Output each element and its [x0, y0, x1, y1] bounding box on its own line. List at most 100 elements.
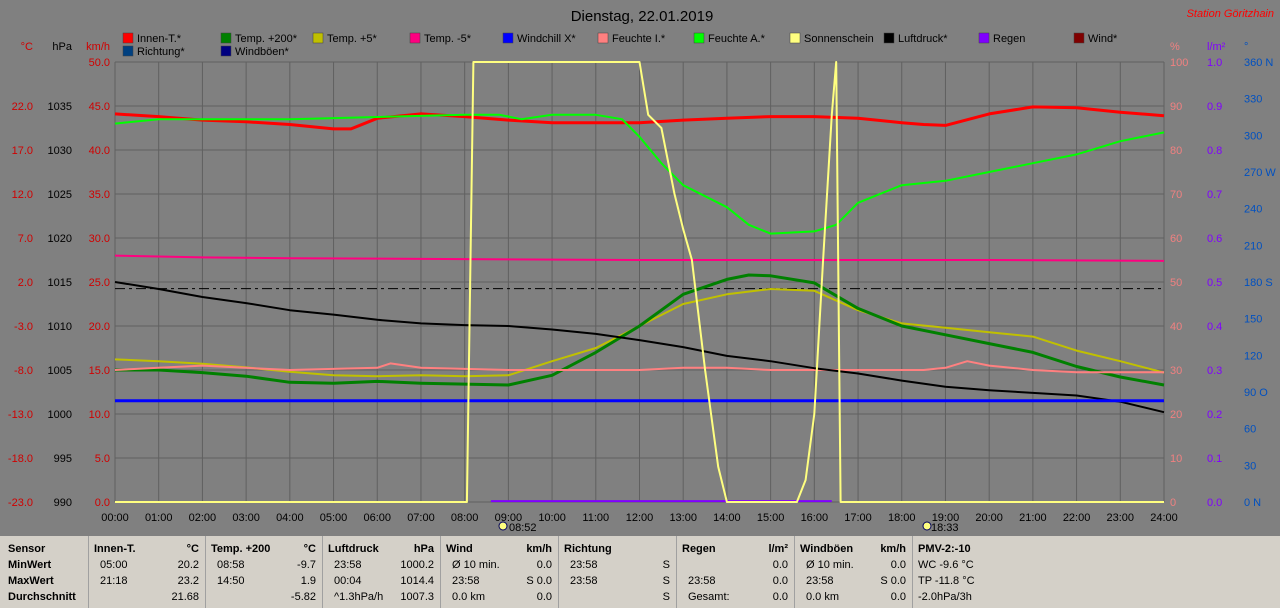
axis-tick-hpa: 1030 [48, 145, 72, 157]
axis-tick-dir: 0 N [1244, 497, 1261, 509]
series-line-sonne [115, 61, 1164, 503]
x-tick-label: 16:00 [801, 512, 829, 524]
legend-item: Luftdruck* [883, 32, 948, 45]
axis-tick-hpa: 990 [54, 497, 72, 509]
legend-item: Wind* [1073, 32, 1118, 45]
stats-cell-label: 21:18 [100, 575, 128, 587]
legend-label: Temp. +5* [327, 33, 378, 45]
stats-cell-label: TP -11.8 °C [918, 575, 975, 587]
stats-cell-value: 23.2 [177, 575, 199, 587]
axis-tick-rain: 0.1 [1207, 453, 1222, 465]
x-tick-label: 07:00 [407, 512, 435, 524]
series-line-innen [114, 105, 1165, 131]
axis-tick-temp: 2.0 [18, 277, 33, 289]
stats-cell-value: 20.2 [177, 559, 199, 571]
x-tick-label: 11:00 [582, 512, 609, 524]
axis-tick-kmh: 0.0 [95, 497, 110, 509]
axis-tick-temp: -13.0 [8, 409, 33, 421]
stats-block-title: Windböen [800, 543, 854, 555]
axis-tick-kmh: 40.0 [89, 145, 110, 157]
x-tick-label: 09:00 [495, 512, 523, 524]
stats-cell-value: 21.68 [171, 591, 199, 603]
stats-cell-value: 0.0 [890, 559, 906, 571]
legend-item: Feuchte A.* [693, 32, 766, 45]
axis-tick-percent: 50 [1170, 277, 1182, 289]
legend-item: Feuchte I.* [597, 32, 666, 45]
legend-item: Temp. -5* [409, 32, 472, 45]
legend-label: Feuchte I.* [612, 33, 666, 45]
series-line-feuchte_a [114, 113, 1165, 235]
axis-tick-rain: 0.8 [1207, 145, 1222, 157]
legend-item: Temp. +200* [220, 32, 298, 45]
legend-label: Windchill X* [517, 33, 576, 45]
axis-tick-hpa: 1010 [48, 321, 72, 333]
stats-cell-label: ^1.3hPa/h [334, 591, 384, 603]
axis-tick-dir: 150 [1244, 314, 1262, 326]
stats-cell-label: Ø 10 min. [452, 559, 500, 571]
axis-tick-kmh: 15.0 [89, 365, 110, 377]
stats-cell-value: -5.82 [290, 591, 316, 603]
stats-block-richtung: Richtung 23:58 S 23:58 S S [558, 536, 677, 608]
series-line-temp200 [115, 273, 1165, 387]
stats-block-title: Temp. +200 [211, 543, 271, 555]
axis-tick-dir: 90 O [1244, 387, 1268, 399]
series-line-luftdruck [114, 281, 1165, 414]
axis-tick-dir: 240 [1244, 204, 1262, 216]
axis-title-percent: % [1170, 41, 1180, 53]
series-line-temp_m5 [114, 254, 1165, 262]
axis-tick-dir: 120 [1244, 350, 1262, 362]
legend-swatch [502, 32, 514, 44]
axis-tick-temp: -8.0 [14, 365, 33, 377]
stats-block-title: Richtung [564, 543, 612, 555]
legend-swatch [883, 32, 895, 44]
stats-cell-value: S 0.0 [880, 575, 906, 587]
axis-title-rain: l/m² [1207, 41, 1226, 53]
axis-title-dir: ° [1244, 41, 1248, 53]
stats-cell-value: 1000.2 [400, 559, 434, 571]
axis-tick-rain: 0.9 [1207, 101, 1222, 113]
x-tick-label: 10:00 [538, 512, 566, 524]
axis-tick-percent: 30 [1170, 365, 1182, 377]
axis-tick-dir: 60 [1244, 424, 1256, 436]
row-label-avg: Durchschnitt [8, 591, 76, 603]
axis-tick-kmh: 20.0 [89, 321, 110, 333]
stats-block-title: Regen [682, 543, 716, 555]
chart-title: Dienstag, 22.01.2019 [571, 8, 714, 25]
stats-block-windb-en: Windböen km/h Ø 10 min. 0.0 23:58 S 0.0 0.0 km… [794, 536, 913, 608]
axis-tick-dir: 270 W [1244, 167, 1276, 179]
legend-label: Luftdruck* [898, 33, 948, 45]
legend-label: Wind* [1088, 33, 1118, 45]
axis-title-temp: °C [21, 41, 33, 53]
legend-label: Feuchte A.* [708, 33, 766, 45]
axis-tick-dir: 210 [1244, 240, 1262, 252]
x-tick-label: 01:00 [145, 512, 173, 524]
axis-tick-kmh: 30.0 [89, 233, 110, 245]
stats-block-unit: hPa [413, 543, 434, 555]
legend-label: Temp. +200* [235, 33, 298, 45]
stats-block-unit: km/h [526, 543, 552, 555]
station-label: Station Göritzhain [1187, 8, 1274, 20]
axis-tick-hpa: 1025 [48, 189, 72, 201]
legend-swatch [220, 45, 232, 57]
axis-tick-hpa: 1020 [48, 233, 72, 245]
legend-item: Windböen* [220, 45, 290, 58]
stats-cell-label: 23:58 [334, 559, 362, 571]
stats-cell-value: 1007.3 [400, 591, 434, 603]
stats-cell-label: Ø 10 min. [806, 559, 854, 571]
stats-block-title: Innen-T. [94, 543, 136, 555]
axis-tick-percent: 90 [1170, 101, 1182, 113]
legend-item: Richtung* [122, 45, 185, 58]
x-tick-label: 13:00 [669, 512, 697, 524]
stats-cell-value: 0.0 [536, 591, 552, 603]
stats-cell-label: 08:58 [217, 559, 245, 571]
stats-cell-label: -2.0hPa/3h [918, 591, 972, 603]
stats-cell-label: WC -9.6 °C [918, 559, 974, 571]
x-tick-label: 23:00 [1107, 512, 1135, 524]
x-tick-label: 20:00 [975, 512, 1003, 524]
legend-item: Innen-T.* [122, 32, 182, 45]
axis-tick-rain: 0.2 [1207, 409, 1222, 421]
stats-cell-value: 0.0 [772, 591, 788, 603]
axis-tick-temp: -23.0 [8, 497, 33, 509]
legend-swatch [789, 32, 801, 44]
stats-cell-value: S [662, 591, 670, 603]
